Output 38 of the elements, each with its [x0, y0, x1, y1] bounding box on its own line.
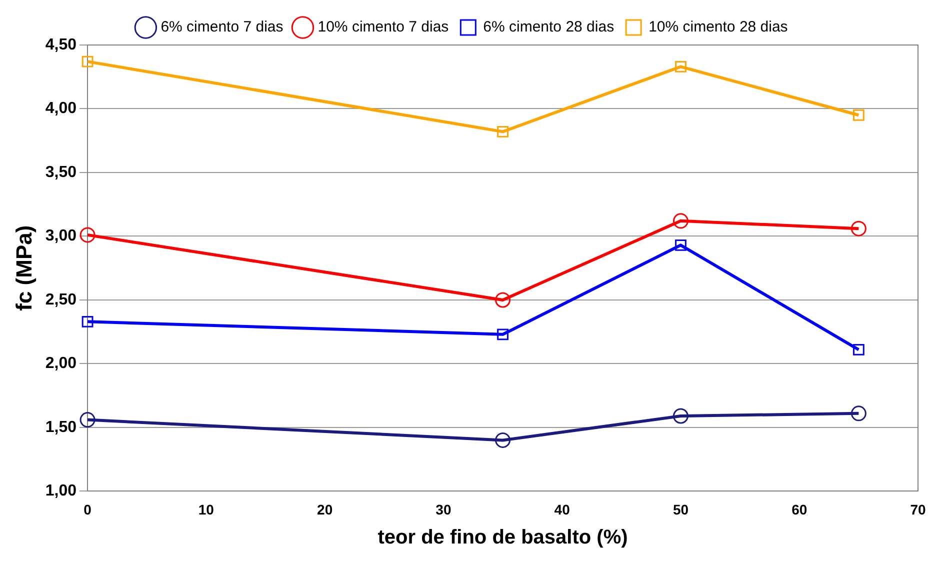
point — [82, 56, 94, 68]
x-tick-label: 40 — [554, 501, 570, 518]
x-tick-label: 50 — [672, 501, 689, 518]
point — [675, 239, 686, 251]
point — [850, 406, 866, 422]
y-tick-label: 3,00 — [45, 228, 77, 245]
point — [850, 220, 866, 236]
y-tick-label: 1,00 — [45, 482, 77, 500]
point — [80, 412, 96, 428]
y-axis-title: fc (MPa) — [11, 225, 36, 311]
x-tick-label: 30 — [436, 501, 452, 518]
legend-label: 10% cimento 28 dias — [648, 18, 788, 36]
y-tick-label: 2,00 — [45, 355, 77, 372]
point — [672, 213, 688, 229]
x-tick-label: 60 — [792, 501, 808, 518]
point — [82, 316, 94, 328]
legend-label: 6% cimento 7 dias — [160, 18, 284, 36]
point — [80, 227, 96, 243]
point — [852, 344, 864, 356]
x-axis-title: teor de fino de basalto (%) — [378, 526, 628, 549]
point — [495, 292, 511, 308]
point — [497, 328, 508, 340]
point — [497, 126, 508, 138]
legend-label: 10% cimento 7 dias — [318, 18, 449, 36]
legend-label: 6% cimento 28 dias — [483, 18, 614, 36]
y-tick-label: 3,50 — [45, 164, 77, 181]
y-tick-label: 2,50 — [45, 291, 77, 308]
x-tick-label: 10 — [198, 501, 214, 518]
y-tick-label: 4,00 — [45, 100, 77, 118]
x-tick-label: 0 — [84, 501, 92, 518]
y-tick-label: 1,50 — [45, 418, 77, 436]
y-tick-label: 4,50 — [45, 36, 77, 54]
point — [495, 432, 511, 448]
point — [672, 408, 688, 424]
x-tick-label: 20 — [317, 501, 333, 518]
x-tick-label: 70 — [910, 501, 926, 518]
point — [852, 109, 864, 121]
point — [675, 60, 686, 72]
